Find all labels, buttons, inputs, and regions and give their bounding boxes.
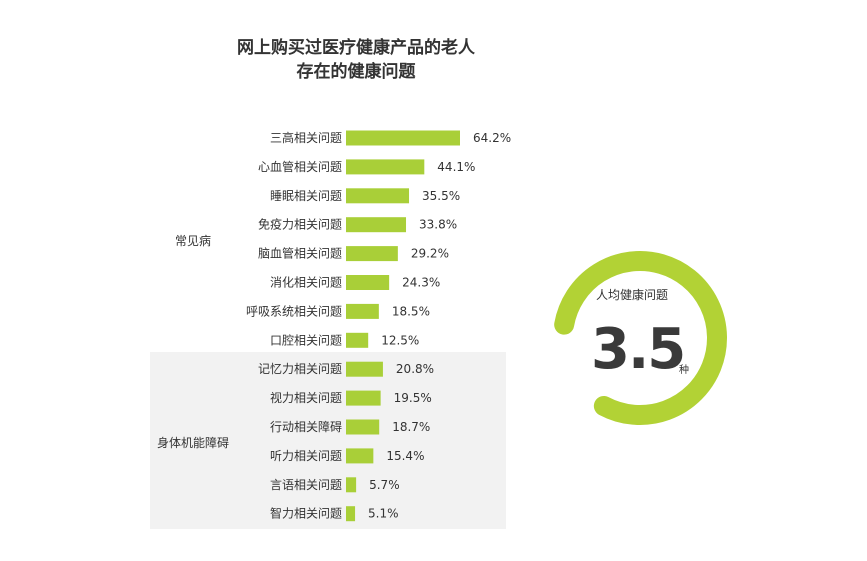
bar [346,361,383,377]
value-label: 20.8% [396,362,434,376]
value-label: 15.4% [386,449,424,463]
value-label: 64.2% [473,131,511,145]
bar [346,130,460,146]
value-label: 5.7% [369,478,400,492]
bar [346,217,407,233]
value-label: 44.1% [437,160,475,174]
summary-caption: 人均健康问题 [596,288,669,302]
value-label: 29.2% [411,247,449,261]
category-label: 记忆力相关问题 [258,362,342,376]
value-label: 24.3% [402,276,440,290]
bar [346,275,390,290]
bar [346,506,356,522]
category-label: 呼吸系统相关问题 [246,304,342,318]
value-label: 18.7% [392,420,430,434]
category-label: 听力相关问题 [270,449,342,463]
summary-value: 3.5 [591,317,686,382]
group-label-common: 常见病 [175,234,212,248]
summary-ring [554,251,727,425]
category-label: 睡眠相关问题 [270,189,342,203]
bar [346,390,381,406]
value-label: 5.1% [368,507,399,521]
bar [346,448,374,464]
category-label: 智力相关问题 [270,506,342,521]
bar [346,246,398,262]
bar [346,303,379,319]
category-label: 视力相关问题 [270,390,342,405]
category-label: 言语相关问题 [270,478,342,492]
value-label: 12.5% [381,333,419,347]
summary-unit: 种 [679,365,689,376]
category-label: 心血管相关问题 [258,159,342,174]
category-label: 消化相关问题 [270,276,342,290]
value-label: 18.5% [392,304,430,318]
category-label: 免疫力相关问题 [258,217,342,232]
value-label: 35.5% [422,189,460,203]
bar [346,188,410,204]
bar [346,419,380,435]
chart-title: 网上购买过医疗健康产品的老人 存在的健康问题 [188,36,524,84]
category-label: 口腔相关问题 [270,332,342,347]
chart-title-line1: 网上购买过医疗健康产品的老人 [237,38,475,58]
bar [346,332,369,348]
category-label: 三高相关问题 [270,130,342,145]
bar [346,477,357,493]
group-label-physical: 身体机能障碍 [157,436,230,450]
ring-arc [554,251,727,425]
category-label: 脑血管相关问题 [258,246,342,261]
category-label: 行动相关障碍 [270,419,342,434]
chart-title-line2: 存在的健康问题 [296,62,416,82]
value-label: 19.5% [394,391,432,405]
value-label: 33.8% [419,218,457,232]
group-band-physical [150,352,506,529]
bar [346,159,425,175]
